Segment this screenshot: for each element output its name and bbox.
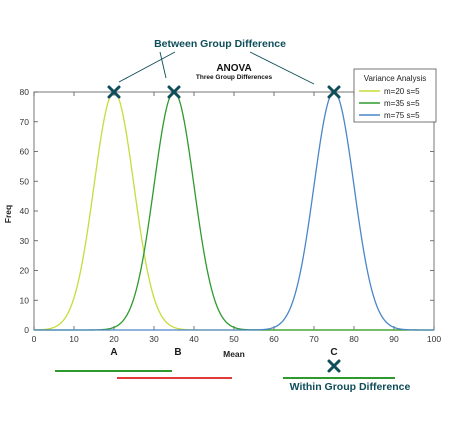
y-tick-label: 60 (20, 147, 30, 157)
legend-box (353, 68, 437, 123)
between-group-annotation: Between Group Difference (154, 38, 286, 50)
y-tick-label: 50 (20, 176, 30, 186)
y-tick-label: 80 (20, 87, 30, 97)
legend-entry-1: m=20 s=5 (384, 87, 420, 96)
between-pointer-line (159, 51, 167, 79)
x-tick-label: 10 (69, 334, 79, 344)
plot-area (33, 91, 435, 331)
peak-marker-1 (107, 85, 121, 99)
x-tick-label: 80 (349, 334, 359, 344)
y-tick-label: 70 (20, 117, 30, 127)
y-axis-label: Freq (3, 205, 13, 223)
legend: Variance Analysis m=20 s=5 m=35 s=5 m=75… (353, 68, 437, 123)
annotation-lines (55, 51, 395, 379)
x-axis-label: Mean (223, 349, 245, 359)
series-line-3 (34, 91, 434, 331)
x-tick-label: 60 (269, 334, 279, 344)
legend-title: Variance Analysis (364, 74, 427, 83)
y-tick-label: 20 (20, 266, 30, 276)
y-tick-label: 0 (24, 325, 29, 335)
between-pointer-line (118, 51, 176, 83)
legend-entry-3: m=75 s=5 (384, 111, 420, 120)
group-label-a: A (110, 347, 117, 358)
legend-entry-2: m=35 s=5 (384, 99, 420, 108)
x-tick-label: 90 (389, 334, 399, 344)
within-group-annotation: Within Group Difference (290, 381, 411, 393)
x-tick-label: 0 (32, 334, 37, 344)
within-marker (327, 359, 341, 373)
group-label-c: C (330, 347, 337, 358)
group-label-b: B (174, 347, 181, 358)
y-tick-label: 40 (20, 206, 30, 216)
peak-marker-3 (327, 85, 341, 99)
y-tick-label: 10 (20, 295, 30, 305)
x-tick-label: 40 (189, 334, 199, 344)
x-tick-label: 70 (309, 334, 319, 344)
peak-markers (107, 85, 341, 99)
peak-marker-2 (167, 85, 181, 99)
y-tick-label: 30 (20, 236, 30, 246)
x-tick-label: 100 (427, 334, 441, 344)
x-tick-label: 20 (109, 334, 119, 344)
series-curves (33, 91, 434, 331)
between-pointer-line (249, 51, 315, 85)
chart-subtitle: Three Group Differences (196, 74, 273, 81)
x-tick-label: 50 (229, 334, 239, 344)
x-tick-label: 30 (149, 334, 159, 344)
chart-title: ANOVA (216, 63, 251, 74)
